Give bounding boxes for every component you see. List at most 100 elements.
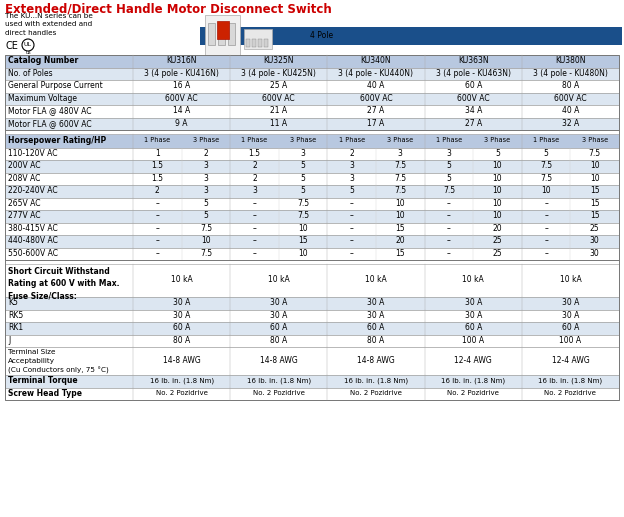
Text: 5: 5 (203, 199, 208, 208)
Text: 5: 5 (349, 186, 354, 195)
Text: Catalog Number: Catalog Number (8, 56, 78, 65)
Bar (246, 39, 250, 47)
Text: 7.5: 7.5 (394, 186, 406, 195)
Text: 3 (4 pole - KU480N): 3 (4 pole - KU480N) (533, 69, 608, 78)
Text: 30: 30 (590, 236, 600, 245)
Bar (228, 23, 235, 45)
Text: 16 lb. in. (1.8 Nm): 16 lb. in. (1.8 Nm) (246, 377, 311, 384)
Text: 27 A: 27 A (368, 107, 384, 115)
Text: 3: 3 (349, 161, 354, 170)
Text: 4 Pole: 4 Pole (310, 32, 333, 40)
Text: 10: 10 (298, 249, 308, 258)
Text: K5: K5 (8, 298, 18, 307)
Text: 30 A: 30 A (562, 311, 579, 320)
Text: 25 A: 25 A (270, 81, 288, 90)
Text: No. 2 Pozidrive: No. 2 Pozidrive (155, 390, 208, 396)
Text: 14-8 AWG: 14-8 AWG (163, 356, 200, 365)
Text: 5: 5 (495, 149, 500, 158)
Text: 15: 15 (590, 199, 600, 208)
Text: KU363N: KU363N (458, 56, 489, 65)
Text: 7.5: 7.5 (297, 199, 309, 208)
Text: 3 Phase: 3 Phase (387, 137, 414, 143)
Text: –: – (253, 236, 256, 245)
Text: 1.5: 1.5 (151, 161, 163, 170)
Text: 25: 25 (493, 249, 502, 258)
Text: –: – (155, 211, 159, 220)
Text: 3 Phase: 3 Phase (193, 137, 219, 143)
Text: 60 A: 60 A (270, 323, 288, 332)
Text: 15: 15 (396, 249, 405, 258)
Text: 2: 2 (252, 161, 257, 170)
Text: us: us (25, 50, 31, 54)
Text: –: – (155, 199, 159, 208)
Bar (5, 134, 619, 147)
Text: –: – (155, 236, 159, 245)
Text: 30 A: 30 A (173, 298, 190, 307)
Text: –: – (350, 199, 354, 208)
Bar (5, 388, 619, 400)
Text: 600V AC: 600V AC (359, 94, 392, 103)
Text: 3 (4 pole - KU440N): 3 (4 pole - KU440N) (338, 69, 414, 78)
Text: 208V AC: 208V AC (8, 174, 41, 183)
Text: 60 A: 60 A (173, 323, 190, 332)
Text: 30 A: 30 A (173, 311, 190, 320)
Text: 34 A: 34 A (464, 107, 482, 115)
Text: 100 A: 100 A (462, 336, 484, 345)
Text: –: – (350, 224, 354, 233)
Bar (5, 297, 619, 310)
Text: 1.5: 1.5 (248, 149, 260, 158)
Text: –: – (544, 211, 548, 220)
Text: RK1: RK1 (8, 323, 23, 332)
Text: 3 Phase: 3 Phase (582, 137, 608, 143)
Bar (5, 68, 619, 80)
Text: 10: 10 (493, 186, 502, 195)
Text: Maximum Voltage: Maximum Voltage (8, 94, 77, 103)
Text: 30 A: 30 A (270, 311, 288, 320)
Text: RK5: RK5 (8, 311, 23, 320)
Bar (5, 93, 619, 105)
Text: 5: 5 (301, 186, 306, 195)
Text: 550-600V AC: 550-600V AC (8, 249, 58, 258)
Text: 220-240V AC: 220-240V AC (8, 186, 57, 195)
Text: –: – (253, 224, 256, 233)
Text: 60 A: 60 A (464, 81, 482, 90)
Text: –: – (447, 236, 451, 245)
Bar (5, 173, 619, 185)
Text: 17 A: 17 A (368, 119, 384, 128)
Text: 5: 5 (446, 174, 451, 183)
Text: 600V AC: 600V AC (457, 94, 489, 103)
Text: 20: 20 (493, 224, 502, 233)
Text: Screw Head Type: Screw Head Type (8, 389, 82, 398)
Text: –: – (447, 211, 451, 220)
Text: 10: 10 (493, 199, 502, 208)
Text: 3: 3 (203, 174, 208, 183)
Text: 10: 10 (493, 211, 502, 220)
Text: 3: 3 (252, 186, 257, 195)
Bar (5, 334, 619, 347)
Text: 25: 25 (590, 224, 600, 233)
Text: 7.5: 7.5 (394, 174, 406, 183)
Text: 600V AC: 600V AC (554, 94, 587, 103)
Text: 10: 10 (493, 174, 502, 183)
Text: Extended/Direct Handle Motor Disconnect Switch: Extended/Direct Handle Motor Disconnect … (5, 2, 332, 15)
Text: 30 A: 30 A (562, 298, 579, 307)
Text: 7.5: 7.5 (200, 249, 212, 258)
Text: KU380N: KU380N (555, 56, 586, 65)
Text: 30: 30 (590, 249, 600, 258)
Bar (264, 39, 268, 47)
Text: KU325N: KU325N (263, 56, 294, 65)
Bar (5, 375, 619, 388)
Text: General Purpose Current: General Purpose Current (8, 81, 103, 90)
Text: 40 A: 40 A (368, 81, 384, 90)
Text: 1 Phase: 1 Phase (144, 137, 170, 143)
Text: 7.5: 7.5 (540, 174, 552, 183)
Text: UL: UL (24, 42, 32, 48)
Bar (5, 248, 619, 260)
Text: 16 lb. in. (1.8 Nm): 16 lb. in. (1.8 Nm) (539, 377, 602, 384)
Text: 80 A: 80 A (368, 336, 384, 345)
Text: 10: 10 (493, 161, 502, 170)
Text: KU340N: KU340N (361, 56, 391, 65)
Text: 14-8 AWG: 14-8 AWG (260, 356, 298, 365)
Text: Motor FLA @ 600V AC: Motor FLA @ 600V AC (8, 119, 92, 128)
Text: 110-120V AC: 110-120V AC (8, 149, 57, 158)
